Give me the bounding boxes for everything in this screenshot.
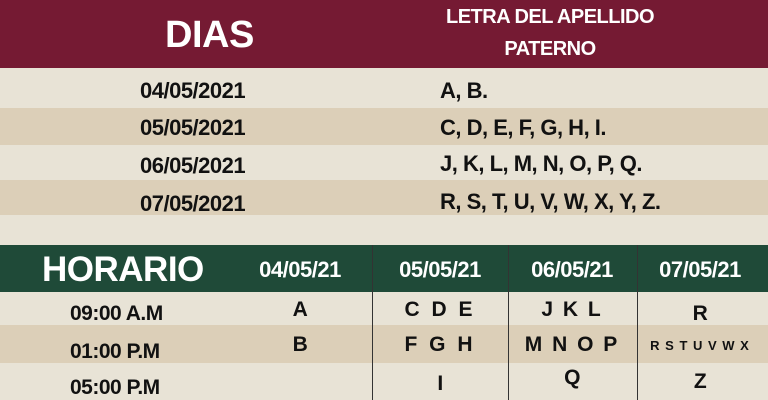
table-row bbox=[0, 145, 768, 180]
letters-cell: R, S, T, U, V, W, X, Y, Z. bbox=[440, 189, 661, 214]
header-horario: HORARIO bbox=[42, 250, 204, 289]
schedule-cell: B bbox=[292, 333, 308, 356]
time-cell: 09:00 A.M bbox=[70, 302, 163, 325]
schedule-cell: Z bbox=[693, 370, 707, 393]
time-cell: 05:00 P.M bbox=[70, 376, 160, 399]
column-header: 06/05/21 bbox=[531, 257, 613, 282]
schedule-cell: R S T U V W X bbox=[650, 338, 750, 353]
days-table-header bbox=[0, 0, 768, 68]
header-days: DIAS bbox=[165, 14, 254, 56]
date-cell: 07/05/2021 bbox=[140, 191, 246, 216]
schedule-cell: M N O P bbox=[524, 333, 620, 356]
schedule-cell: I bbox=[437, 372, 443, 395]
column-header: 05/05/21 bbox=[399, 257, 481, 282]
table-row bbox=[0, 68, 768, 108]
schedule-table-header bbox=[0, 245, 768, 292]
header-letter-line2: PATERNO bbox=[504, 38, 596, 60]
table-row bbox=[0, 325, 768, 363]
schedule-cell: Q bbox=[564, 366, 580, 389]
table-row bbox=[0, 180, 768, 215]
letters-cell: A, B. bbox=[440, 78, 488, 103]
letters-cell: C, D, E, F, G, H, I. bbox=[440, 115, 607, 140]
schedule-cell: J K L bbox=[541, 298, 603, 321]
column-divider bbox=[637, 245, 638, 400]
column-header: 07/05/21 bbox=[659, 257, 741, 282]
column-divider bbox=[508, 245, 509, 400]
date-cell: 06/05/2021 bbox=[140, 153, 246, 178]
header-letter-line1: LETRA DEL APELLIDO bbox=[445, 6, 655, 28]
table-row bbox=[0, 108, 768, 145]
schedule-cell: A bbox=[292, 298, 308, 321]
schedule-cell: C D E bbox=[404, 298, 476, 321]
date-cell: 04/05/2021 bbox=[140, 78, 246, 103]
time-cell: 01:00 P.M bbox=[70, 340, 160, 363]
column-header: 04/05/21 bbox=[259, 257, 341, 282]
column-divider bbox=[372, 245, 373, 400]
schedule-cell: F G H bbox=[404, 333, 476, 356]
letters-cell: J, K, L, M, N, O, P, Q. bbox=[440, 151, 643, 176]
date-cell: 05/05/2021 bbox=[140, 115, 246, 140]
schedule-cell: R bbox=[692, 302, 708, 325]
